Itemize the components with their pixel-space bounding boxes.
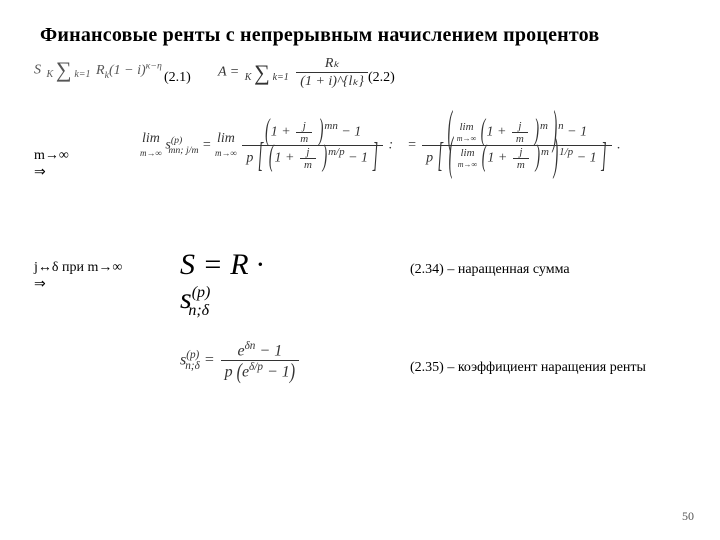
exp-mpB: m/p (328, 146, 345, 158)
jtopA: j (296, 120, 312, 132)
sum-22-top: K (245, 72, 252, 84)
f22-frac: Rₖ (1 + i)^{lₖ} (296, 55, 368, 90)
sum-symbol-21: K ∑ k=1 (47, 60, 91, 80)
oneplusC: 1 + (486, 125, 506, 140)
jtopC: j (512, 120, 528, 132)
coef-frac: eδn − 1 p (eδ/p − 1) (221, 340, 299, 382)
exp-1pD: 1/p (559, 146, 573, 158)
lim3-text: lim (460, 121, 474, 133)
lim4-sub: m→∞ (458, 160, 477, 169)
m1D: − 1 (577, 151, 597, 166)
jbotB: m (300, 158, 316, 171)
snm-sub: mn; j/m (168, 145, 198, 156)
coef-den: p (eδ/p − 1) (221, 360, 299, 381)
formula-S-sup: (p) (192, 284, 211, 301)
pA: p (246, 151, 253, 166)
j-delta-line1: j↔δ при m→∞ (34, 260, 122, 277)
formula-S: S = R · s(p)n;δ (180, 248, 300, 320)
coef-eq: = (204, 352, 219, 369)
eq1: = (202, 138, 215, 153)
lim3-sub: m→∞ (457, 134, 476, 143)
lim2-text: lim (217, 131, 235, 146)
limfrac1: (1 + jm )mn − 1 p [ (1 + jm )m/p − 1 ] (242, 120, 383, 171)
exp-mnA: mn (324, 120, 337, 132)
jbotA: m (296, 132, 312, 145)
m1C: − 1 (567, 125, 587, 140)
label-2-1: (2.1) (164, 70, 191, 86)
formula-limit: lim m→∞ s(p)mn; j/m = lim m→∞ (1 + jm )m… (140, 120, 621, 171)
exp-mC: m (540, 120, 548, 132)
label-2-34: (2.34) – наращенная сумма (410, 262, 570, 278)
f22-lhs: A = (218, 65, 239, 80)
oneplusD: 1 + (487, 151, 507, 166)
page-title: Финансовые ренты с непрерывным начислени… (40, 24, 700, 47)
j-delta-line2: ⇒ (34, 277, 122, 294)
m-to-inf-line1: m→∞ (34, 148, 69, 165)
sum-21-bot: k=1 (74, 68, 90, 80)
f22-den: (1 + i)^{lₖ} (296, 72, 368, 90)
formula-coef: s(p)n;δ = eδn − 1 p (eδ/p − 1) (180, 340, 301, 382)
m1A: − 1 (341, 125, 361, 140)
formula-2-1: S K ∑ k=1 Rk(1 − i)κ−η (34, 60, 162, 80)
lim4-text: lim (460, 147, 474, 159)
formula-S-sub: n;δ (188, 302, 209, 319)
limfrac2: ( lim m→∞ (1 + jm )m )n − 1 p [ ( lim m→… (422, 120, 611, 171)
coef-num: eδn − 1 (221, 340, 299, 360)
label-2-35: (2.35) – коэффициент наращения ренты (410, 360, 646, 376)
f21-S: S (34, 63, 41, 78)
page-number: 50 (682, 509, 694, 524)
coef-pa: p (225, 364, 233, 381)
formula-2-2: A = K ∑ k=1 Rₖ (1 + i)^{lₖ} (218, 55, 370, 90)
sum-22-bot: k=1 (273, 71, 289, 83)
exp-nC: n (558, 120, 564, 132)
f21-body: Rk(1 − i)κ−η (96, 63, 162, 78)
m-to-inf-line2: ⇒ (34, 165, 69, 182)
sigma-22: ∑ (254, 60, 270, 85)
eq2: = (407, 138, 420, 153)
jbotC: m (512, 132, 528, 145)
m-to-inf: m→∞ ⇒ (34, 148, 69, 182)
label-2-2: (2.2) (368, 70, 395, 86)
oneplusA: 1 + (271, 125, 291, 140)
m1B: − 1 (348, 151, 368, 166)
lim1-sub: m→∞ (140, 148, 162, 158)
coef-sub: n;δ (185, 360, 200, 372)
dot1: . (617, 138, 621, 153)
lim2-sub: m→∞ (215, 148, 237, 158)
sigma-21: ∑ (56, 57, 72, 82)
limfrac1-den: p [ (1 + jm )m/p − 1 ] (242, 145, 383, 171)
limfrac2-den: p [ ( lim m→∞ (1 + jm )m )1/p − 1 ] (422, 145, 611, 171)
colon1: : (389, 138, 394, 153)
pD: p (426, 151, 433, 166)
exp-mD: m (541, 146, 549, 158)
j-delta: j↔δ при m→∞ ⇒ (34, 260, 122, 294)
oneplusB: 1 + (275, 151, 295, 166)
jtopB: j (300, 146, 316, 158)
f22-num: Rₖ (296, 55, 368, 72)
limfrac1-num: (1 + jm )mn − 1 (242, 120, 383, 145)
jbotD: m (513, 158, 529, 171)
sum-symbol-22: K ∑ k=1 (245, 63, 289, 83)
jtopD: j (513, 146, 529, 158)
lim1-text: lim (142, 131, 160, 146)
sum-21-top: K (47, 69, 54, 81)
